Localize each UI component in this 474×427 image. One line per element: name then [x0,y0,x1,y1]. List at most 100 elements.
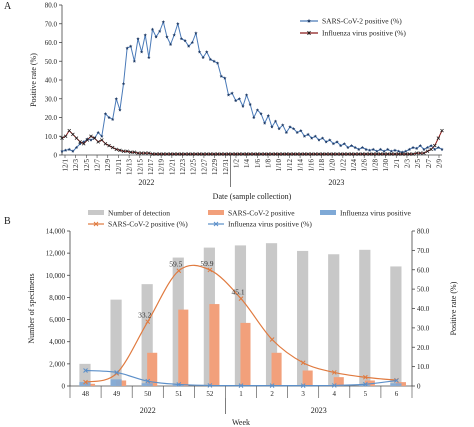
y-tick-label-a: 20.0 [45,114,58,122]
legend-swatch-b [208,210,224,215]
data-point-sars-rate [269,337,275,342]
data-point-sars-a [219,74,223,78]
data-point-flu-a [165,152,169,156]
data-point-sars-a [201,55,205,59]
data-point-sars-a [60,149,64,153]
legend-label-a: SARS-CoV-2 positive (%) [322,17,402,26]
x-tick-label-a: 2/3 [403,159,411,168]
x-tick-label-a: 2/1 [393,159,401,168]
legend-label-b: SARS-CoV-2 positive (%) [108,220,188,229]
data-point-sars-a [139,50,144,54]
data-point-flu-a [284,152,289,156]
data-point-flu-a [223,152,227,156]
data-point-sars-a [165,35,169,39]
data-point-sars-a [223,76,227,80]
data-point-flu-a [89,134,93,139]
data-point-sars-a [179,36,184,41]
data-point-sars-a [338,143,343,148]
panel-a-label: A [4,1,12,12]
year-label-b: 2022 [140,406,156,415]
series-line-a [61,20,443,153]
bar-flu-positive [390,383,402,386]
y2-tick-label-b: 60.0 [417,266,430,274]
data-point-flu-a [118,148,122,153]
data-point-flu-a [396,152,401,156]
data-point-sars-rate [145,319,151,325]
year-label-a: 2022 [138,178,154,187]
y-tick-label-a: 0 [54,152,58,160]
data-point-sars-rate [238,296,244,301]
y-tick-label-a: 80.0 [45,2,58,10]
data-point-flu-a [103,141,108,146]
data-label-b: 59.5 [169,260,182,269]
x-tick-label-a: 1/18 [318,159,326,172]
data-point-sars-a [234,98,238,103]
x-tick-label-a: 12/21 [168,159,176,175]
x-axis-title-a: Date (sample collection) [213,192,292,201]
data-point-flu-a [335,152,339,156]
y-tick-label-b: 4,000 [49,338,65,346]
data-point-flu-a [389,152,394,156]
data-point-sars-a [378,147,383,151]
data-point-flu-a [226,152,231,156]
data-point-flu-a [270,152,274,156]
data-point-flu-a [277,152,281,156]
data-point-flu-a [183,152,187,156]
y2-tick-label-b: 30.0 [417,324,430,332]
x-tick-label-a: 1/4 [243,159,251,168]
bar-flu-positive [110,379,122,386]
y-tick-label-a: 10.0 [45,133,58,141]
data-point-flu-a [299,152,303,156]
data-point-flu-a [248,152,252,156]
data-point-flu-a [197,152,202,156]
data-point-flu-a [176,152,180,156]
data-point-sars-a [212,59,216,63]
data-point-sars-a [429,143,433,148]
year-label-b: 2023 [311,406,327,415]
bar-detection [297,250,309,386]
data-point-flu-a [349,152,354,156]
data-point-sars-a [226,93,231,97]
legend-swatch-b [320,210,336,215]
data-point-sars-a [353,145,357,149]
data-point-sars-a [320,136,325,140]
x-tick-label-a: 12/1 [62,159,70,172]
bar-detection [141,284,153,386]
y-tick-label-b: 10,000 [46,272,66,280]
x-tick-label-a: 1/10 [275,159,283,172]
data-point-flu-a [328,152,332,156]
x-tick-label-a: 1/16 [307,159,315,172]
legend-marker-b [93,221,99,227]
y-axis-title-b: Number of specimens [27,273,36,343]
data-point-sars-a [324,140,328,144]
data-point-flu-a [139,151,144,155]
bar-sars-positive [240,322,251,386]
x-tick-label-a: 1/8 [265,159,273,168]
data-point-sars-a [205,50,209,54]
x-tick-label-a: 1/24 [350,159,358,172]
bar-sars-positive [333,377,344,386]
data-point-sars-a [364,147,368,151]
data-point-flu-rate [331,383,337,388]
data-point-sars-a [328,138,332,142]
y-tick-label-b: 8,000 [49,294,65,302]
data-point-sars-a [161,20,166,24]
data-point-sars-a [244,93,249,97]
panel-a-chart: 010.020.030.040.050.060.070.080.012/1 12/… [29,2,444,201]
data-point-sars-a [186,44,191,48]
x-tick-label-a: 12/17 [147,159,155,175]
x-tick-label-a: 1/2 [232,159,240,168]
data-point-sars-rate [300,360,306,366]
x-tick-label-a: 2/9 [436,159,444,168]
data-point-flu-a [161,152,166,156]
x-tick-label-a: 12/27 [200,159,208,175]
data-point-sars-a [335,140,339,144]
x-tick-label-a: 12/31 [222,159,230,175]
data-point-sars-rate [83,379,88,385]
x-tick-label-a: 1/26 [361,159,369,172]
data-point-sars-a [302,134,307,138]
data-point-flu-a [378,152,383,156]
data-point-sars-a [121,81,126,86]
data-point-flu-a [204,152,209,156]
data-point-sars-a [270,125,274,129]
